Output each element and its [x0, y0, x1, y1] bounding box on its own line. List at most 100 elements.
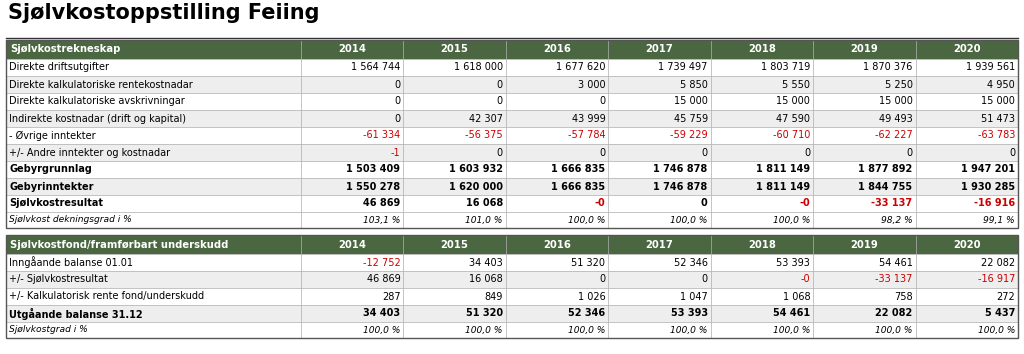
Bar	[813, 212, 915, 228]
Bar	[6, 93, 301, 110]
Text: 2019: 2019	[851, 45, 879, 55]
Text: 2020: 2020	[953, 45, 981, 55]
Text: -16 916: -16 916	[974, 199, 1015, 209]
Text: 100,0 %: 100,0 %	[466, 325, 503, 335]
Text: 54 461: 54 461	[773, 308, 810, 319]
Bar	[506, 93, 608, 110]
Text: +/- Andre inntekter og kostnadar: +/- Andre inntekter og kostnadar	[9, 148, 170, 158]
Bar	[813, 76, 915, 93]
Text: Direkte kalkulatoriske rentekostnadar: Direkte kalkulatoriske rentekostnadar	[9, 80, 193, 90]
Bar	[6, 254, 301, 271]
Text: 0: 0	[394, 114, 400, 124]
Bar	[915, 40, 1018, 59]
Bar	[915, 76, 1018, 93]
Text: Sjølvkostrekneskap: Sjølvkostrekneskap	[10, 45, 121, 55]
Bar	[915, 305, 1018, 322]
Bar	[6, 288, 301, 305]
Text: 100,0 %: 100,0 %	[876, 325, 912, 335]
Text: 0: 0	[394, 97, 400, 107]
Bar	[6, 235, 1018, 338]
Bar	[711, 76, 813, 93]
Text: 101,0 %: 101,0 %	[466, 216, 503, 224]
Bar	[301, 195, 403, 212]
Bar	[301, 76, 403, 93]
Text: 2018: 2018	[748, 45, 776, 55]
Bar	[915, 110, 1018, 127]
Text: 2015: 2015	[440, 45, 469, 55]
Text: 1 666 835: 1 666 835	[551, 182, 605, 192]
Bar	[608, 59, 711, 76]
Text: 99,1 %: 99,1 %	[983, 216, 1015, 224]
Text: 2019: 2019	[851, 240, 879, 250]
Text: 1 550 278: 1 550 278	[346, 182, 400, 192]
Text: -60 710: -60 710	[773, 131, 810, 141]
Text: Sjølvkostresultat: Sjølvkostresultat	[9, 199, 103, 209]
Text: -12 752: -12 752	[362, 257, 400, 268]
Bar	[711, 40, 813, 59]
Bar	[301, 254, 403, 271]
Text: 1 877 892: 1 877 892	[858, 165, 912, 175]
Text: 100,0 %: 100,0 %	[671, 325, 708, 335]
Text: 1 666 835: 1 666 835	[551, 165, 605, 175]
Bar	[6, 127, 301, 144]
Bar	[301, 235, 403, 254]
Bar	[813, 40, 915, 59]
Bar	[711, 110, 813, 127]
Bar	[301, 161, 403, 178]
Text: Sjølvkostfond/framførbart underskudd: Sjølvkostfond/framførbart underskudd	[10, 240, 228, 250]
Bar	[403, 59, 506, 76]
Text: 100,0 %: 100,0 %	[671, 216, 708, 224]
Bar	[608, 93, 711, 110]
Text: 0: 0	[701, 274, 708, 285]
Text: 2018: 2018	[748, 240, 776, 250]
Text: 1 068: 1 068	[782, 291, 810, 302]
Text: Gebyrgrunnlag: Gebyrgrunnlag	[9, 165, 92, 175]
Bar	[813, 271, 915, 288]
Text: 49 493: 49 493	[879, 114, 912, 124]
Text: 45 759: 45 759	[674, 114, 708, 124]
Bar	[711, 288, 813, 305]
Bar	[711, 59, 813, 76]
Bar	[711, 127, 813, 144]
Bar	[403, 212, 506, 228]
Bar	[301, 144, 403, 161]
Text: 1 503 409: 1 503 409	[346, 165, 400, 175]
Bar	[6, 322, 301, 338]
Text: Inngåande balanse 01.01: Inngåande balanse 01.01	[9, 257, 133, 268]
Text: 2015: 2015	[440, 240, 469, 250]
Text: 53 393: 53 393	[776, 257, 810, 268]
Text: 0: 0	[599, 148, 605, 158]
Text: Sjølvkost dekningsgrad i %: Sjølvkost dekningsgrad i %	[9, 216, 132, 224]
Text: 5 550: 5 550	[782, 80, 810, 90]
Bar	[711, 178, 813, 195]
Bar	[6, 161, 301, 178]
Text: 52 346: 52 346	[674, 257, 708, 268]
Text: -63 783: -63 783	[978, 131, 1015, 141]
Bar	[506, 195, 608, 212]
Text: 5 850: 5 850	[680, 80, 708, 90]
Text: 42 307: 42 307	[469, 114, 503, 124]
Bar	[6, 76, 301, 93]
Bar	[711, 212, 813, 228]
Text: 51 320: 51 320	[571, 257, 605, 268]
Text: 0: 0	[701, 199, 708, 209]
Bar	[301, 59, 403, 76]
Text: -16 917: -16 917	[978, 274, 1015, 285]
Bar	[711, 254, 813, 271]
Text: -57 784: -57 784	[567, 131, 605, 141]
Bar	[403, 235, 506, 254]
Bar	[403, 161, 506, 178]
Bar	[301, 288, 403, 305]
Bar	[711, 271, 813, 288]
Bar	[506, 271, 608, 288]
Bar	[506, 235, 608, 254]
Bar	[506, 161, 608, 178]
Bar	[608, 40, 711, 59]
Text: 0: 0	[497, 97, 503, 107]
Bar	[506, 76, 608, 93]
Bar	[403, 305, 506, 322]
Text: -62 227: -62 227	[874, 131, 912, 141]
Bar	[915, 178, 1018, 195]
Text: 51 473: 51 473	[981, 114, 1015, 124]
Text: Sjølvkostgrad i %: Sjølvkostgrad i %	[9, 325, 88, 335]
